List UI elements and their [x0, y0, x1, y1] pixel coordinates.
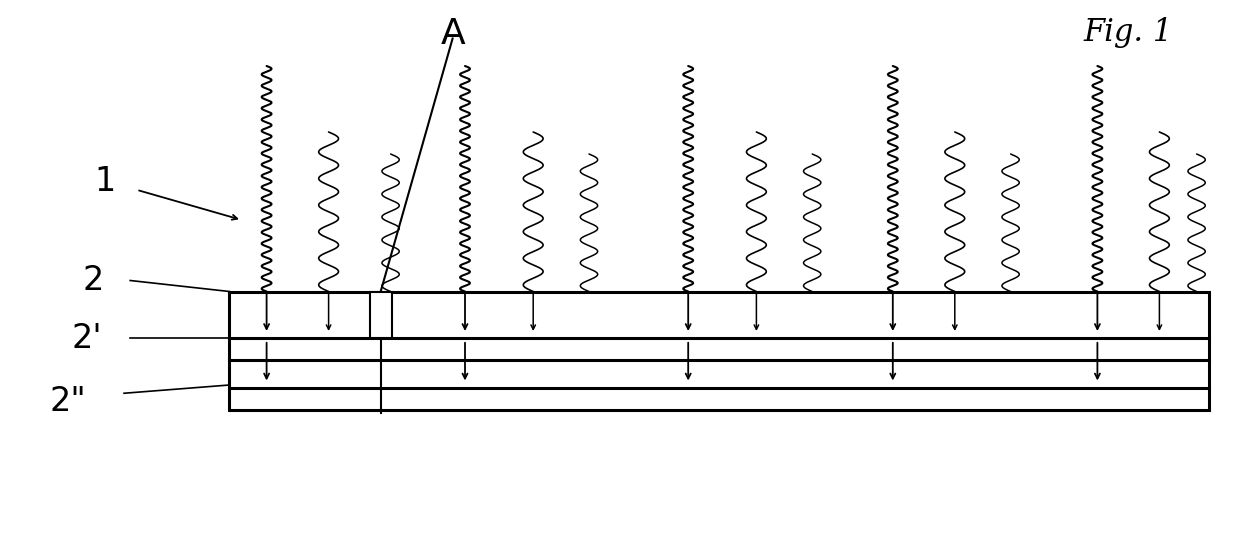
Text: Fig. 1: Fig. 1	[1084, 16, 1173, 47]
Text: A: A	[440, 16, 465, 51]
Bar	[370, 292, 392, 338]
Text: 2: 2	[82, 264, 104, 297]
Text: 2": 2"	[50, 385, 87, 418]
Text: 2': 2'	[72, 322, 102, 355]
Text: 1: 1	[94, 165, 117, 198]
Bar	[229, 292, 1209, 410]
